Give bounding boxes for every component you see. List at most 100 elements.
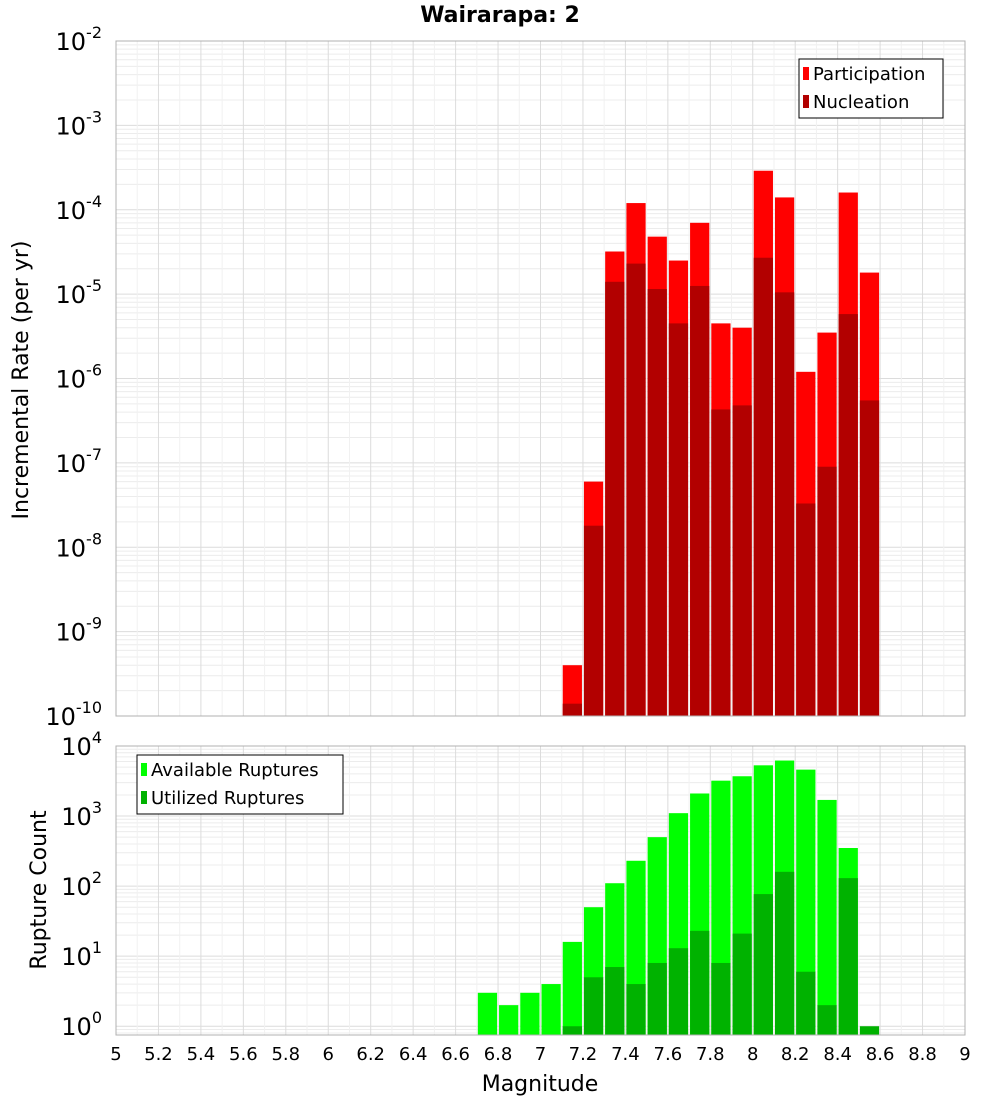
bar [732,933,752,1035]
x-tick-label: 8 [747,1044,758,1065]
bar [562,665,582,716]
legend: Available Ruptures Utilized Ruptures [136,754,344,815]
x-tick-label: 7 [535,1044,546,1065]
bar [626,263,646,716]
x-tick-label: 6 [323,1044,334,1065]
grid-lines [115,40,966,717]
bar [605,281,625,716]
y-tick-label: 10-9 [56,614,103,647]
plot-frame [115,745,966,1036]
bar [817,799,837,1035]
bar [711,409,731,716]
y-tick-label: 10-6 [56,361,103,394]
x-tick-label: 5 [110,1044,121,1065]
x-tick-label: 5.8 [271,1044,300,1065]
y-tick-label: 100 [61,1008,102,1041]
legend-label: Utilized Ruptures [151,788,304,809]
y-tick-labels: 10-2 10-3 10-4 10-5 10-6 10-7 10-8 10-9 10-10 [45,23,102,731]
legend-swatch [803,67,809,80]
x-tick-label: 8.8 [908,1044,937,1065]
x-tick-label: 8.6 [866,1044,895,1065]
bar [774,871,795,1035]
y-tick-label: 10-10 [45,698,102,731]
legend-box [136,754,344,815]
bar [796,769,816,1035]
bar-series-utilized-ruptures [562,871,880,1035]
x-tick-label: 6.2 [356,1044,385,1065]
y-tick-label: 10-4 [56,192,103,225]
y-tick-label: 102 [61,868,102,901]
bar [605,967,625,1035]
x-tick-label: 7.2 [569,1044,598,1065]
bar [753,894,773,1035]
bar [626,984,646,1035]
bar [562,1026,582,1035]
bar [838,878,858,1035]
x-tick-label: 8.4 [823,1044,852,1065]
bar [477,992,498,1035]
bar [711,962,731,1035]
bar [562,703,582,716]
bar [753,257,773,716]
y-tick-label: 10-3 [56,107,103,140]
y-tick-label: 101 [61,938,102,971]
bar [859,1026,880,1035]
y-tick-label: 10-8 [56,529,103,562]
legend-label: Nucleation [813,92,909,113]
bar [583,525,604,716]
x-tick-label: 5.6 [229,1044,258,1065]
x-tick-label: 5.4 [187,1044,216,1065]
bar [796,971,816,1035]
x-tick-label: 7.4 [611,1044,640,1065]
bar [690,285,710,716]
bar [499,1005,519,1035]
bar [562,941,582,1035]
bar [690,930,710,1035]
x-tick-label: 6.6 [441,1044,470,1065]
chart-title: Wairarapa: 2 [420,3,580,28]
x-tick-label: 6.4 [399,1044,428,1065]
bar [817,1005,837,1035]
bar [647,289,667,716]
bar [520,992,540,1035]
y-tick-label: 103 [61,798,102,831]
x-tick-label: 5.2 [144,1044,173,1065]
bar [668,948,689,1035]
legend-swatch [803,95,809,108]
plot-frame [115,40,966,717]
x-tick-label: 6.8 [484,1044,513,1065]
y-tick-labels: 104 103 102 101 100 [61,728,102,1041]
y-tick-label: 10-2 [56,23,103,56]
bar [859,400,880,716]
x-tick-label: 7.6 [654,1044,683,1065]
y-tick-label: 10-7 [56,445,103,478]
y-tick-label: 10-5 [56,276,103,309]
y-axis-label: Incremental Rate (per yr) [9,241,34,520]
legend-box [798,58,944,119]
x-tick-label: 8.2 [781,1044,810,1065]
x-tick-label: 7.8 [696,1044,725,1065]
bar [732,405,752,716]
bar-series-nucleation [562,257,880,716]
bar [774,292,795,716]
legend-swatch [141,791,147,804]
bar [817,466,837,716]
bar [583,977,604,1035]
x-axis-label: Magnitude [482,1072,599,1097]
rate-panel: 10-2 10-3 10-4 10-5 10-6 10-7 10-8 10-9 10-10 Inc… [9,23,966,731]
bar [796,503,816,716]
legend: Participation Nucleation [798,58,944,119]
bar [668,323,689,716]
x-tick-label: 9 [959,1044,970,1065]
legend-swatch [141,763,147,776]
legend-label: Available Ruptures [151,760,319,781]
x-tick-labels: 5 5.2 5.4 5.6 5.8 6 6.2 6.4 6.6 6.8 7 7.2 7.4 7.6 7.8 8… [110,1044,970,1065]
y-axis-label: Rupture Count [27,810,52,970]
bar [647,962,667,1035]
bar [541,984,561,1035]
legend-label: Participation [813,64,925,85]
bar [838,314,858,716]
rupture-count-panel: 104 103 102 101 100 Rupture Count Available Ru… [27,728,966,1041]
